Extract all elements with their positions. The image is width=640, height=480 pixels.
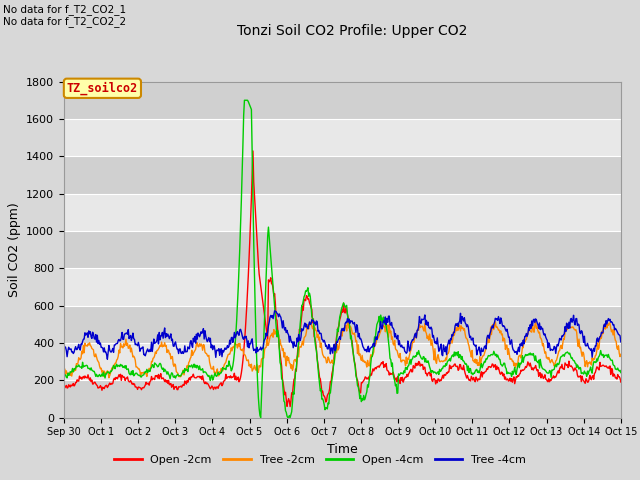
Y-axis label: Soil CO2 (ppm): Soil CO2 (ppm) <box>8 202 20 297</box>
Bar <box>64 343 621 380</box>
Bar <box>64 268 621 306</box>
Legend: Open -2cm, Tree -2cm, Open -4cm, Tree -4cm: Open -2cm, Tree -2cm, Open -4cm, Tree -4… <box>109 451 531 469</box>
Bar <box>64 306 621 343</box>
Bar <box>64 82 621 119</box>
Text: Tonzi Soil CO2 Profile: Upper CO2: Tonzi Soil CO2 Profile: Upper CO2 <box>237 24 467 38</box>
X-axis label: Time: Time <box>327 443 358 456</box>
Bar <box>64 156 621 193</box>
Text: No data for f_T2_CO2_2: No data for f_T2_CO2_2 <box>3 16 126 27</box>
Bar <box>64 193 621 231</box>
Bar <box>64 231 621 268</box>
Text: No data for f_T2_CO2_1: No data for f_T2_CO2_1 <box>3 4 126 15</box>
Bar <box>64 119 621 156</box>
Bar <box>64 380 621 418</box>
Text: TZ_soilco2: TZ_soilco2 <box>67 82 138 95</box>
